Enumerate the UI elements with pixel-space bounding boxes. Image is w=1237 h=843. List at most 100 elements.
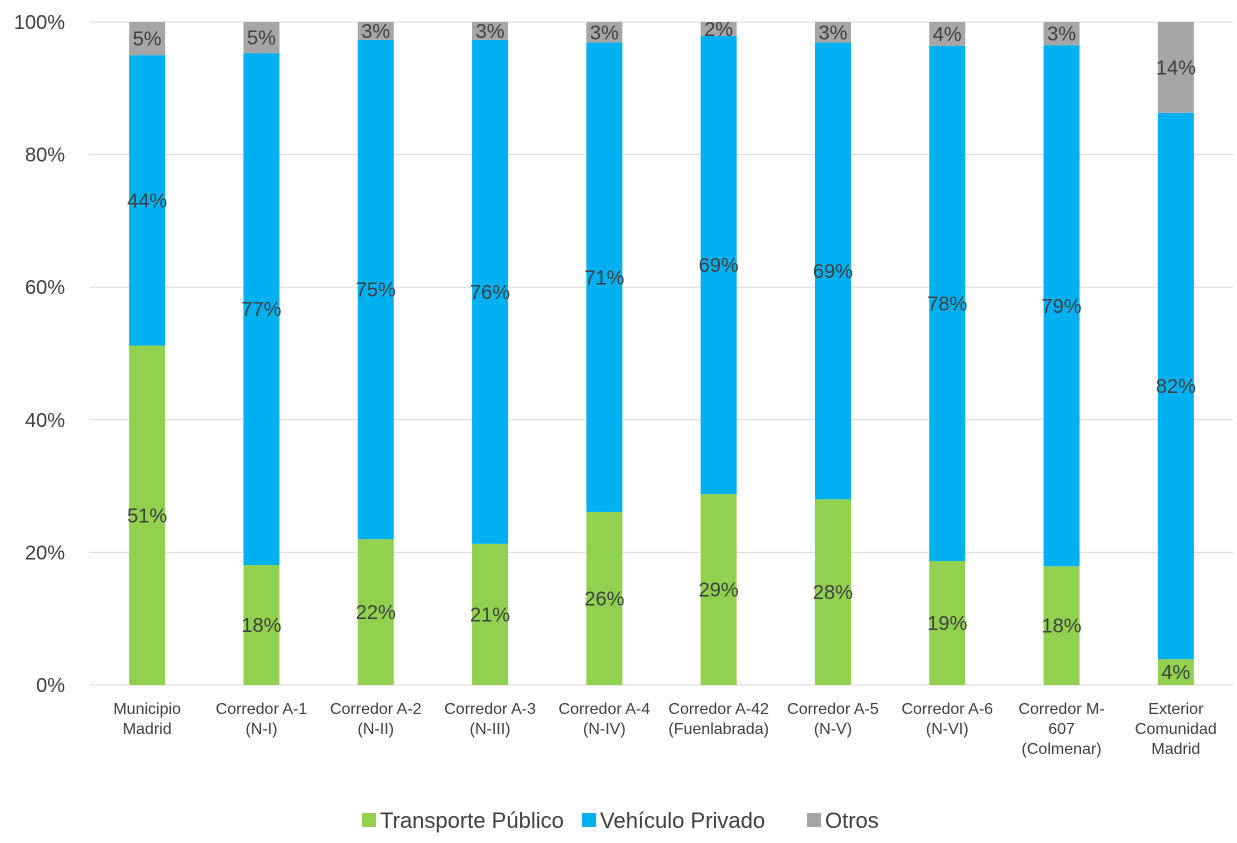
x-tick-label-line: (Fuenlabrada) xyxy=(668,721,769,738)
y-tick-label: 20% xyxy=(25,542,65,564)
legend-label: Otros xyxy=(825,808,879,833)
x-tick-label-line: (N-V) xyxy=(814,721,852,738)
bar-segment xyxy=(586,22,623,43)
data-label: 2% xyxy=(704,19,733,41)
gridlines xyxy=(90,21,1233,686)
x-tick-label-line: Corredor A-5 xyxy=(787,701,879,718)
bar-segment xyxy=(357,22,394,40)
legend-label: Transporte Público xyxy=(380,808,564,833)
x-tick-label: Corredor A-6 (N-VI) xyxy=(901,701,993,738)
y-tick-label: 0% xyxy=(36,675,65,697)
data-label: 51% xyxy=(127,505,167,527)
data-label: 18% xyxy=(241,615,281,637)
data-label: 77% xyxy=(241,299,281,321)
data-label: 3% xyxy=(818,22,847,44)
data-label: 79% xyxy=(1042,296,1082,318)
legend-swatch xyxy=(582,813,596,827)
data-label: 75% xyxy=(356,280,396,302)
x-tick-label: Municipio Madrid xyxy=(113,701,181,738)
legend: Transporte Público Vehículo Privado Otros xyxy=(362,808,879,833)
bar-segment xyxy=(814,499,851,685)
legend-swatch xyxy=(807,813,821,827)
x-tick-label-line: (Colmenar) xyxy=(1022,741,1102,758)
data-label: 3% xyxy=(476,21,505,43)
x-tick-label-line: Corredor M- xyxy=(1018,701,1104,718)
x-tick-label-line: Municipio xyxy=(113,701,181,718)
x-tick-label: Corredor A-42 (Fuenlabrada) xyxy=(668,701,769,738)
data-label: 4% xyxy=(933,24,962,46)
x-tick-label-line: Corredor A-3 xyxy=(444,701,536,718)
bar-segment xyxy=(586,42,623,512)
bar-segment xyxy=(1157,112,1194,660)
bar-segment xyxy=(472,39,509,544)
bar-segment xyxy=(243,564,280,685)
bar-segment xyxy=(243,53,280,565)
data-label: 18% xyxy=(1042,616,1082,638)
bar-segment xyxy=(700,494,737,685)
x-tick-label-line: Corredor A-1 xyxy=(216,701,308,718)
data-label: 76% xyxy=(470,282,510,304)
bar-segment xyxy=(929,45,966,562)
x-tick-label: Corredor A-2 (N-II) xyxy=(330,701,422,738)
x-tick-label-line: Madrid xyxy=(1151,741,1200,758)
legend-label: Vehículo Privado xyxy=(600,808,765,833)
x-tick-label-line: Exterior xyxy=(1148,701,1204,718)
x-tick-label: Corredor A-3 (N-III) xyxy=(444,701,536,738)
x-tick-label: Corredor M- 607 (Colmenar) xyxy=(1018,701,1104,758)
bar-segment xyxy=(1043,22,1080,46)
x-tick-label-line: (N-IV) xyxy=(583,721,626,738)
x-tick-label-line: (N-II) xyxy=(358,721,394,738)
x-tick-label-line: Madrid xyxy=(123,721,172,738)
bar-segment xyxy=(814,22,851,43)
data-label: 69% xyxy=(699,255,739,277)
data-label: 14% xyxy=(1156,57,1196,79)
data-label: 22% xyxy=(356,602,396,624)
bar-segment xyxy=(814,42,851,500)
x-tick-label-line: Corredor A-2 xyxy=(330,701,422,718)
bar-segment xyxy=(1157,659,1194,685)
data-label: 3% xyxy=(361,21,390,43)
bars xyxy=(129,22,1194,685)
data-label: 29% xyxy=(699,580,739,602)
bar-segment xyxy=(472,543,509,685)
data-labels: 51% 44% 5% 18% 77% 5% 22% 75% 3% 21% 76% 3% 26% 71% 3%… xyxy=(127,19,1196,684)
data-label: 71% xyxy=(584,267,624,289)
data-label: 78% xyxy=(927,293,967,315)
x-tick-label: Corredor A-1 (N-I) xyxy=(216,701,308,738)
bar-segment xyxy=(586,511,623,685)
x-tick-label-line: Corredor A-42 xyxy=(668,701,769,718)
bar-segment xyxy=(1043,566,1080,685)
bar-segment xyxy=(700,22,737,36)
bar-segment xyxy=(700,35,737,495)
data-label: 5% xyxy=(247,28,276,50)
data-label: 3% xyxy=(1047,24,1076,46)
bar-segment xyxy=(357,539,394,685)
data-label: 4% xyxy=(1161,662,1190,684)
bar-segment xyxy=(1043,45,1080,567)
x-tick-label-line: (N-I) xyxy=(245,721,277,738)
x-tick-label-line: (N-III) xyxy=(470,721,511,738)
bar-segment xyxy=(129,22,166,56)
data-label: 21% xyxy=(470,604,510,626)
bar-segment xyxy=(1157,22,1194,113)
bar-segment xyxy=(472,22,509,40)
legend-swatch xyxy=(362,813,376,827)
bar-segment xyxy=(929,22,966,46)
y-tick-label: 40% xyxy=(25,410,65,432)
data-label: 26% xyxy=(584,588,624,610)
bar-segment xyxy=(129,345,166,685)
data-label: 82% xyxy=(1156,376,1196,398)
x-tick-label-line: Corredor A-6 xyxy=(901,701,993,718)
x-tick-label: Corredor A-4 (N-IV) xyxy=(559,701,651,738)
y-tick-label: 80% xyxy=(25,145,65,167)
data-label: 19% xyxy=(927,613,967,635)
x-tick-label-line: (N-VI) xyxy=(926,721,969,738)
bar-segment xyxy=(243,22,280,54)
x-tick-label-line: Comunidad xyxy=(1135,721,1217,738)
bar-segment xyxy=(357,39,394,540)
y-tick-label: 100% xyxy=(14,12,65,34)
x-tick-label-line: Corredor A-4 xyxy=(559,701,651,718)
